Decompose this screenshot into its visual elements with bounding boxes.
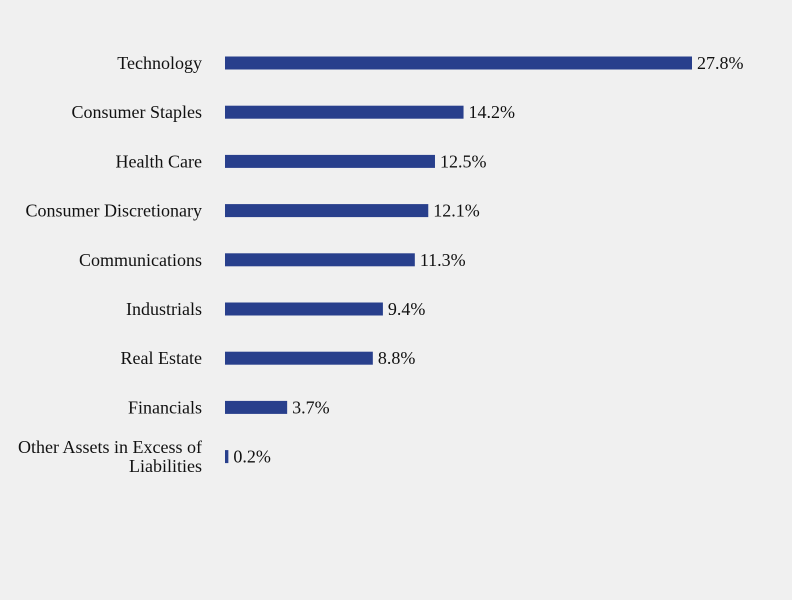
value-label-health-care: 12.5%: [440, 151, 487, 171]
category-label-consumer-discretionary: Consumer Discretionary: [26, 201, 202, 221]
bar-financials: [225, 400, 288, 414]
value-label-industrials: 9.4%: [388, 299, 426, 319]
bar-real-estate: [225, 351, 373, 365]
value-label-communications: 11.3%: [420, 250, 466, 270]
bar-consumer-staples: [225, 105, 464, 119]
category-label-financials: Financials: [128, 397, 202, 417]
bar-technology: [225, 56, 692, 70]
category-label-health-care: Health Care: [116, 151, 202, 171]
category-label-consumer-staples: Consumer Staples: [72, 102, 203, 122]
bar-consumer-discretionary: [225, 204, 429, 218]
value-label-consumer-staples: 14.2%: [469, 102, 515, 122]
category-label-other-assets-in-excess-of-liabilities: Other Assets in Excess of Liabilities: [18, 437, 202, 476]
bar-communications: [225, 253, 415, 267]
bar-health-care: [225, 154, 435, 168]
bar-other-assets-in-excess-of-liabilities: [225, 450, 229, 464]
value-label-other-assets-in-excess-of-liabilities: 0.2%: [233, 447, 271, 467]
value-label-real-estate: 8.8%: [378, 348, 416, 368]
category-label-communications: Communications: [79, 250, 202, 270]
value-label-technology: 27.8%: [697, 53, 744, 73]
value-label-financials: 3.7%: [292, 397, 330, 417]
value-labels: 27.8% 14.2% 12.5% 12.1% 11.3% 9.4% 8.8% 3.7% 0.2…: [233, 53, 743, 467]
bar-industrials: [225, 302, 383, 316]
category-label-technology: Technology: [117, 53, 202, 73]
category-labels: Technology Consumer Staples Health Care Con…: [18, 53, 202, 476]
category-label-industrials: Industrials: [126, 299, 202, 319]
value-label-consumer-discretionary: 12.1%: [433, 201, 480, 221]
category-label-real-estate: Real Estate: [121, 348, 202, 368]
bars: [225, 56, 692, 464]
